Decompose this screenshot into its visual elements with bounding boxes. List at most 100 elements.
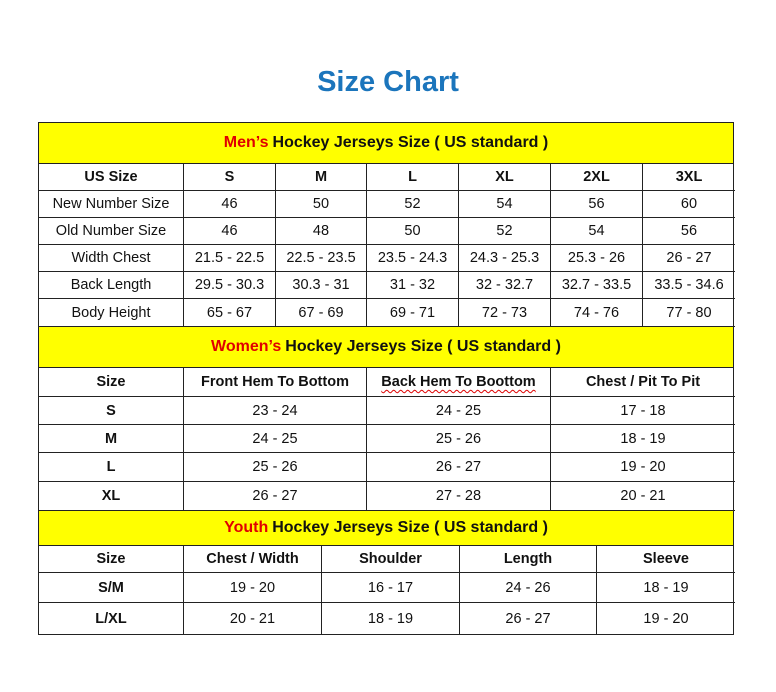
table-cell: 46: [184, 191, 276, 218]
table-cell: 56: [551, 191, 643, 218]
column-header-label: S: [224, 169, 235, 185]
table-cell: 20 - 21: [551, 482, 735, 511]
column-header: Back Hem To Boottom: [367, 368, 551, 397]
table-cell: 18 - 19: [597, 573, 735, 603]
table-cell: 32.7 - 33.5: [551, 272, 643, 299]
table-cell: 69 - 71: [367, 299, 459, 327]
column-header: Chest / Width: [184, 546, 322, 573]
men-size-table: US Size S M L XL 2XL 3XL New Number Size 46 50 52 5…: [39, 164, 735, 327]
column-header-label: Size: [96, 551, 126, 567]
table-cell: 74 - 76: [551, 299, 643, 327]
table-cell: 19 - 20: [643, 610, 689, 627]
column-header-label: Front Hem To Bottom: [201, 374, 349, 390]
table-cell: 31 - 32: [367, 272, 459, 299]
table-cell: 19 - 20: [551, 453, 735, 482]
table-cell: 21.5 - 22.5: [184, 245, 276, 272]
heading-accent: Youth: [224, 519, 269, 536]
column-header: XL: [459, 164, 551, 191]
column-header: 3XL: [643, 164, 735, 191]
table-cell: 24.3 - 25.3: [459, 245, 551, 272]
column-header-label: Shoulder: [359, 551, 422, 567]
table-cell: 27 - 28: [367, 482, 551, 511]
table-cell: 26 - 27: [184, 482, 367, 511]
table-cell: 65 - 67: [184, 299, 276, 327]
table-cell: 18 - 19: [322, 603, 460, 634]
column-header-label: Size: [96, 374, 126, 390]
page-title: Size Chart: [317, 66, 459, 98]
women-section-heading: Women’s Hockey Jerseys Size ( US standard…: [39, 327, 733, 368]
row-label: New Number Size: [39, 191, 184, 218]
table-cell: 56: [643, 218, 735, 245]
heading-text: Hockey Jerseys Size ( US standard ): [272, 134, 549, 151]
column-header-label: Sleeve: [643, 551, 689, 567]
column-header: Size: [39, 368, 184, 397]
column-header: US Size: [39, 164, 184, 191]
table-cell: 24 - 26: [460, 573, 597, 603]
column-header: Chest / Pit To Pit: [551, 368, 735, 397]
table-cell: 16 - 17: [322, 573, 460, 603]
table-cell: 54: [551, 218, 643, 245]
youth-section-heading: Youth Hockey Jerseys Size ( US standard ): [39, 511, 733, 546]
column-header: L: [367, 164, 459, 191]
row-label: M: [39, 425, 184, 453]
size-chart-table: Men’s Hockey Jerseys Size ( US standard )…: [38, 122, 735, 635]
column-header-label: US Size: [84, 169, 138, 185]
men-section-heading: Men’s Hockey Jerseys Size ( US standard ): [39, 123, 733, 164]
table-cell: 29.5 - 30.3: [184, 272, 276, 299]
table-cell: 52: [459, 218, 551, 245]
column-header: Length: [460, 546, 597, 573]
table-cell: 33.5 - 34.6: [643, 272, 735, 299]
table-cell: 54: [459, 191, 551, 218]
youth-size-table: Size Chest / Width Shoulder Length Sleeve S/M…: [39, 546, 735, 634]
column-header-label: Length: [503, 551, 553, 567]
column-header: M: [276, 164, 367, 191]
women-size-table: Size Front Hem To Bottom Back Hem To Boott…: [39, 368, 735, 511]
row-label: S/M: [39, 573, 184, 603]
heading-accent: Women’s: [211, 338, 282, 355]
table-cell: 18 - 19: [551, 425, 735, 453]
table-cell: 72 - 73: [459, 299, 551, 327]
column-header-label: 2XL: [583, 169, 610, 185]
column-header-label: Chest / Width: [206, 551, 299, 567]
table-cell: 50: [367, 218, 459, 245]
column-header-label: L: [408, 169, 417, 185]
table-cell: 25.3 - 26: [551, 245, 643, 272]
row-label: Old Number Size: [39, 218, 184, 245]
table-cell: 25 - 26: [367, 425, 551, 453]
column-header-label: M: [314, 169, 328, 185]
column-header: Shoulder: [322, 546, 460, 573]
table-cell: 30.3 - 31: [276, 272, 367, 299]
table-cell: 67 - 69: [276, 299, 367, 327]
row-label: L: [39, 453, 184, 482]
column-header: Front Hem To Bottom: [184, 368, 367, 397]
table-cell: 46: [184, 218, 276, 245]
table-cell: 19 - 20: [184, 573, 322, 603]
table-cell: 26 - 27: [367, 453, 551, 482]
table-cell: 23.5 - 24.3: [367, 245, 459, 272]
heading-text: Hockey Jerseys Size ( US standard ): [272, 519, 548, 536]
column-header: 2XL: [551, 164, 643, 191]
column-header-label: XL: [495, 169, 514, 185]
table-cell: 26 - 27: [460, 603, 597, 634]
table-cell: 50: [276, 191, 367, 218]
table-cell: 32 - 32.7: [459, 272, 551, 299]
row-label: XL: [39, 482, 184, 511]
table-cell: 25 - 26: [184, 453, 367, 482]
column-header: S: [184, 164, 276, 191]
table-cell: 22.5 - 23.5: [276, 245, 367, 272]
table-cell: 20 - 21: [184, 603, 322, 634]
table-cell: 60: [643, 191, 735, 218]
row-label: Back Length: [39, 272, 184, 299]
column-header-label: 3XL: [675, 169, 703, 185]
table-cell: 26 - 27: [643, 245, 735, 272]
heading-text: Hockey Jerseys Size ( US standard ): [285, 338, 561, 355]
heading-accent: Men’s: [223, 134, 269, 151]
table-cell: 52: [367, 191, 459, 218]
column-header: Sleeve: [597, 546, 735, 573]
row-label: L/XL: [39, 603, 184, 634]
column-header: Size: [39, 546, 184, 573]
table-cell: 23 - 24: [184, 397, 367, 425]
table-cell: 17 - 18: [551, 397, 735, 425]
table-cell: 48: [276, 218, 367, 245]
row-label: Width Chest: [39, 245, 184, 272]
